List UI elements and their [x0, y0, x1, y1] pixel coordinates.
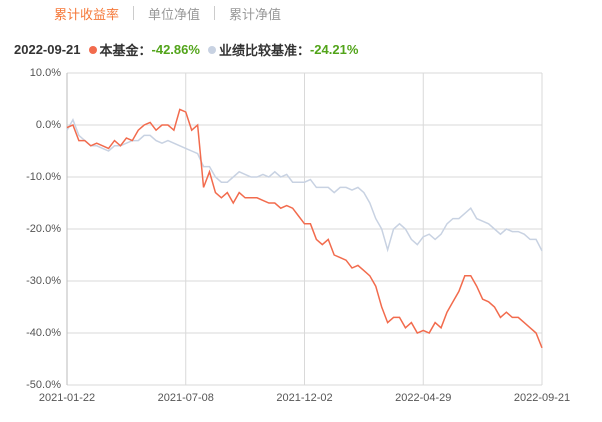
y-tick-label: -40.0%	[26, 327, 61, 339]
legend-value: -42.86%	[151, 42, 200, 57]
y-tick-label: -20.0%	[26, 223, 61, 235]
legend-value: -24.21%	[309, 42, 359, 57]
x-tick-label: 2022-04-29	[395, 392, 451, 404]
tab-bar: 累计收益率 单位净值 累计净值	[40, 4, 295, 23]
tab[interactable]: 累计净值	[229, 7, 282, 22]
x-tick-label: 2021-07-08	[158, 392, 214, 404]
y-tick-label: 10.0%	[30, 67, 61, 79]
y-tick-label: -30.0%	[26, 275, 61, 287]
x-tick-label: 2022-09-21	[514, 392, 570, 404]
legend-marker	[207, 45, 216, 54]
y-tick-label: -10.0%	[26, 171, 61, 183]
legend-label: 业绩比较基准：	[218, 43, 310, 58]
legend-label: 本基金：	[99, 43, 152, 58]
y-tick-label: 0.0%	[36, 119, 61, 131]
tab[interactable]: 累计收益率	[54, 7, 120, 22]
series-line	[66, 118, 543, 253]
tab-separator	[133, 6, 135, 20]
tab-separator	[214, 6, 216, 20]
x-tick-label: 2021-12-02	[276, 392, 332, 404]
series-line	[66, 108, 543, 349]
legend: 2022-09-21 本基金： -42.86% 业绩比较基准： -24.21%	[14, 40, 358, 59]
tab[interactable]: 单位净值	[148, 7, 201, 22]
x-tick-label: 2021-01-22	[39, 392, 95, 404]
y-tick-label: -50.0%	[26, 379, 61, 391]
legend-date: 2022-09-21	[14, 42, 81, 57]
legend-marker	[88, 45, 97, 54]
